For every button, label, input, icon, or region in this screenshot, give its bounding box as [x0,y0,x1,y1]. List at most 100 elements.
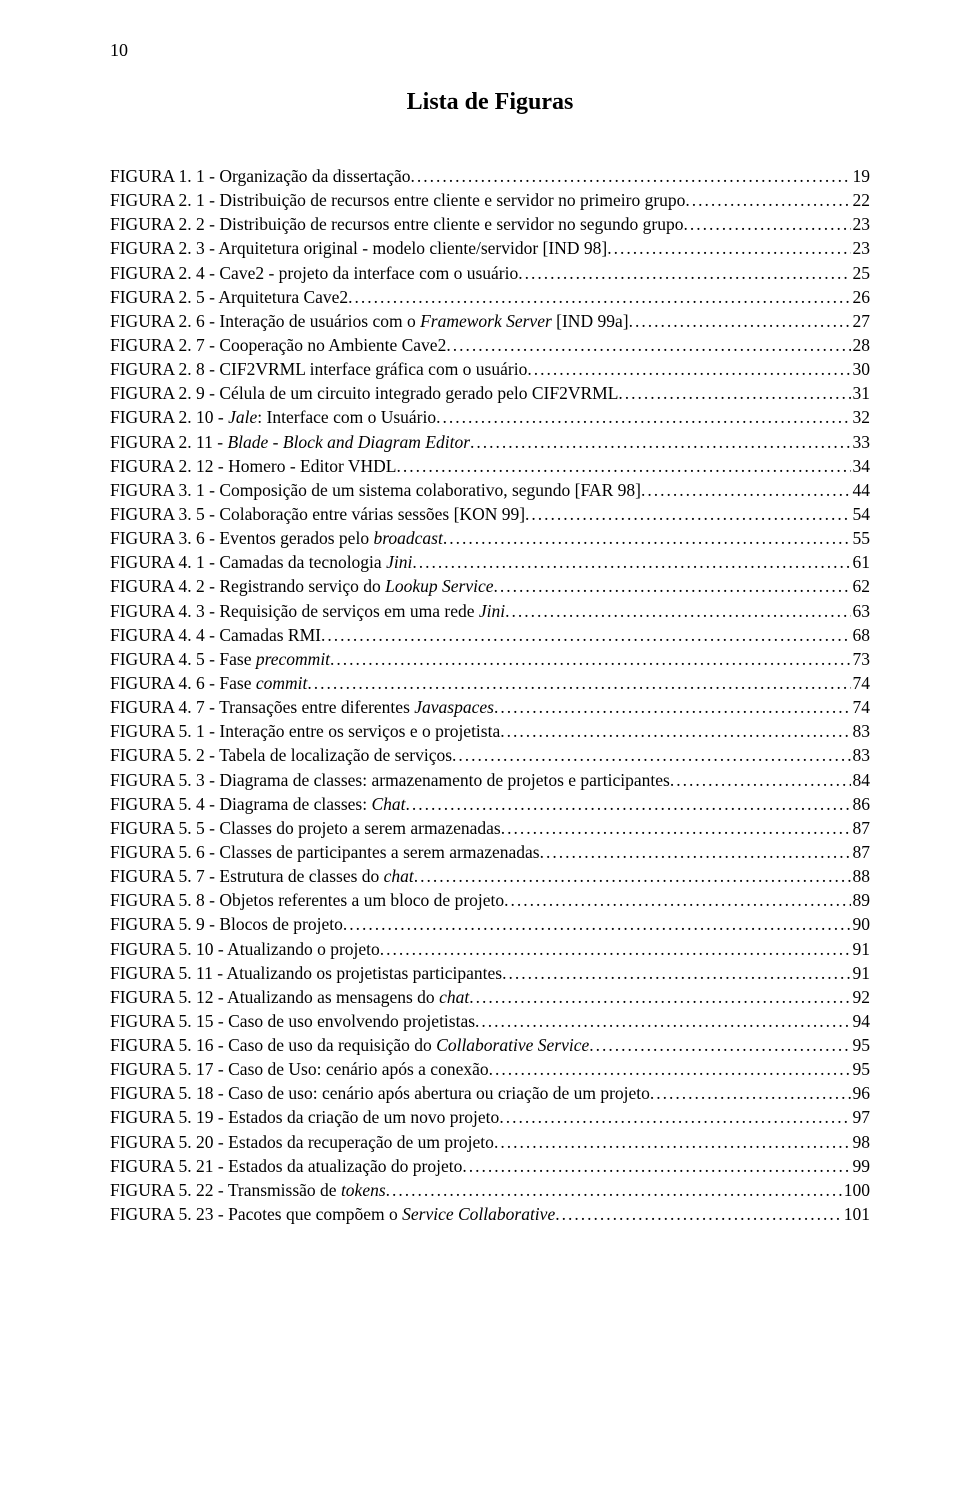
toc-leader-dots [443,526,851,550]
toc-entry-label: FIGURA 5. 21 - Estados da atualização do… [110,1154,462,1178]
toc-leader-dots [412,550,850,574]
toc-entry-prefix: FIGURA 2. 7 - Cooperação no Ambiente Cav… [110,335,446,355]
toc-entry-page: 27 [851,309,871,333]
toc-entry: FIGURA 3. 5 - Colaboração entre várias s… [110,502,870,526]
toc-entry: FIGURA 5. 17 - Caso de Uso: cenário após… [110,1057,870,1081]
toc-entry-page: 86 [851,792,871,816]
toc-entry-page: 101 [842,1202,870,1226]
toc-entry: FIGURA 3. 1 - Composição de um sistema c… [110,478,870,502]
toc-entry-italic: precommit [256,649,330,669]
toc-entry-prefix: FIGURA 5. 9 - Blocos de projeto [110,914,343,934]
toc-leader-dots [525,502,850,526]
toc-entry: FIGURA 5. 5 - Classes do projeto a serem… [110,816,870,840]
toc-leader-dots [494,1130,851,1154]
toc-leader-dots [470,430,850,454]
toc-entry-label: FIGURA 4. 7 - Transações entre diferente… [110,695,494,719]
toc-entry-page: 34 [851,454,871,478]
toc-entry-label: FIGURA 2. 4 - Cave2 - projeto da interfa… [110,261,518,285]
toc-entry-suffix: [IND 99a] [552,311,629,331]
toc-leader-dots [330,647,850,671]
toc-leader-dots [589,1033,850,1057]
toc-entry: FIGURA 5. 22 - Transmissão de tokens 100 [110,1178,870,1202]
toc-entry-prefix: FIGURA 5. 15 - Caso de uso envolvendo pr… [110,1011,475,1031]
toc-leader-dots [411,164,851,188]
toc-entry-label: FIGURA 2. 2 - Distribuição de recursos e… [110,212,683,236]
toc-leader-dots [494,695,851,719]
toc-leader-dots [540,840,851,864]
toc-entry-label: FIGURA 4. 4 - Camadas RMI [110,623,321,647]
toc-entry-prefix: FIGURA 2. 8 - CIF2VRML interface gráfica… [110,359,527,379]
toc-entry-label: FIGURA 4. 1 - Camadas da tecnologia Jini [110,550,412,574]
toc-leader-dots [607,236,850,260]
toc-leader-dots [504,888,850,912]
toc-entry: FIGURA 3. 6 - Eventos gerados pelo broad… [110,526,870,550]
toc-leader-dots [462,1154,850,1178]
toc-entry: FIGURA 5. 7 - Estrutura de classes do ch… [110,864,870,888]
toc-entry-label: FIGURA 5. 18 - Caso de uso: cenário após… [110,1081,650,1105]
toc-entry-page: 54 [851,502,871,526]
toc-entry: FIGURA 4. 3 - Requisição de serviços em … [110,599,870,623]
toc-entry-page: 32 [851,405,871,429]
toc-entry-page: 74 [851,695,871,719]
toc-entry-prefix: FIGURA 5. 17 - Caso de Uso: cenário após… [110,1059,489,1079]
toc-entry-prefix: FIGURA 1. 1 - Organização da dissertação [110,166,411,186]
toc-entry-label: FIGURA 5. 8 - Objetos referentes a um bl… [110,888,504,912]
toc-entry-italic: Javaspaces [414,697,494,717]
toc-entry-page: 26 [851,285,871,309]
toc-entry-page: 100 [842,1178,870,1202]
toc-entry-page: 31 [851,381,871,405]
toc-entry-label: FIGURA 5. 2 - Tabela de localização de s… [110,743,452,767]
toc-entry-italic: Service Collaborative [402,1204,555,1224]
toc-leader-dots [436,405,850,429]
toc-leader-dots [321,623,851,647]
toc-leader-dots [406,792,851,816]
toc-leader-dots [475,1009,850,1033]
toc-entry-page: 90 [851,912,871,936]
toc-leader-dots [683,212,850,236]
toc-leader-dots [452,743,850,767]
toc-leader-dots [518,261,850,285]
toc-entry-prefix: FIGURA 2. 11 - [110,432,227,452]
toc-entry-prefix: FIGURA 5. 16 - Caso de uso da requisição… [110,1035,436,1055]
toc-entry-label: FIGURA 5. 22 - Transmissão de tokens [110,1178,386,1202]
toc-leader-dots [527,357,850,381]
toc-entry: FIGURA 5. 20 - Estados da recuperação de… [110,1130,870,1154]
toc-entry-prefix: FIGURA 5. 7 - Estrutura de classes do [110,866,384,886]
toc-entry-page: 19 [851,164,871,188]
toc-entry: FIGURA 5. 2 - Tabela de localização de s… [110,743,870,767]
toc-entry-italic: Blade - Block and Diagram Editor [227,432,470,452]
toc-leader-dots [618,381,850,405]
toc-entry-page: 22 [851,188,871,212]
toc-leader-dots [500,719,850,743]
toc-entry-label: FIGURA 5. 20 - Estados da recuperação de… [110,1130,494,1154]
toc-entry-page: 99 [851,1154,871,1178]
toc-entry: FIGURA 5. 10 - Atualizando o projeto91 [110,937,870,961]
toc-entry-page: 63 [851,599,871,623]
toc-entry-page: 88 [851,864,871,888]
toc-entry-label: FIGURA 5. 15 - Caso de uso envolvendo pr… [110,1009,475,1033]
toc-entry-italic: Jini [386,552,412,572]
toc-entry-label: FIGURA 5. 17 - Caso de Uso: cenário após… [110,1057,489,1081]
toc-entry: FIGURA 2. 12 - Homero - Editor VHDL34 [110,454,870,478]
toc-entry-label: FIGURA 5. 16 - Caso de uso da requisição… [110,1033,589,1057]
toc-entry-page: 44 [851,478,871,502]
toc-entry-prefix: FIGURA 5. 12 - Atualizando as mensagens … [110,987,439,1007]
toc-entry-page: 84 [851,768,871,792]
toc-entry-page: 30 [851,357,871,381]
toc-entry: FIGURA 5. 11 - Atualizando os projetista… [110,961,870,985]
toc-leader-dots [629,309,851,333]
toc-leader-dots [343,912,851,936]
toc-entry-label: FIGURA 5. 12 - Atualizando as mensagens … [110,985,469,1009]
toc-entry-prefix: FIGURA 4. 1 - Camadas da tecnologia [110,552,386,572]
toc-entry-page: 87 [851,816,871,840]
toc-entry-label: FIGURA 5. 4 - Diagrama de classes: Chat [110,792,406,816]
toc-entry-label: FIGURA 2. 1 - Distribuição de recursos e… [110,188,685,212]
toc-entry-prefix: FIGURA 5. 18 - Caso de uso: cenário após… [110,1083,650,1103]
toc-entry-label: FIGURA 2. 7 - Cooperação no Ambiente Cav… [110,333,446,357]
toc-entry: FIGURA 2. 4 - Cave2 - projeto da interfa… [110,261,870,285]
toc-entry-prefix: FIGURA 5. 4 - Diagrama de classes: [110,794,371,814]
toc-entry-italic: Collaborative Service [436,1035,589,1055]
toc-entry-page: 23 [851,212,871,236]
toc-entry-page: 98 [851,1130,871,1154]
toc-entry-label: FIGURA 2. 11 - Blade - Block and Diagram… [110,430,470,454]
